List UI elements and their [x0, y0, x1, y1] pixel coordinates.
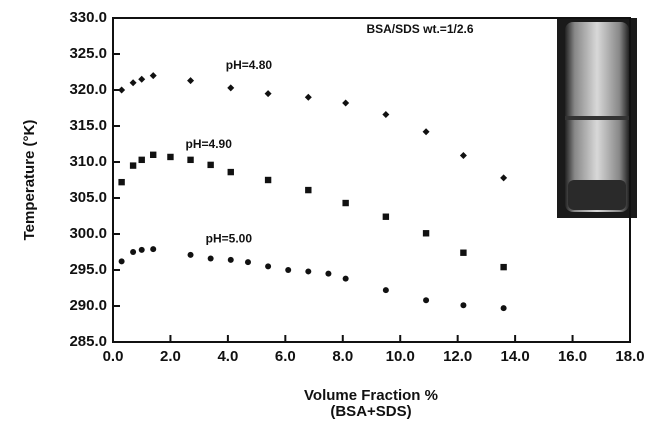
y-tick-label: 310.0	[69, 153, 107, 170]
point	[423, 297, 430, 304]
y-tick-label: 300.0	[69, 225, 107, 242]
point	[187, 251, 194, 258]
point	[207, 161, 214, 169]
point	[422, 128, 430, 136]
point	[264, 90, 272, 98]
x-axis-label: Volume Fraction %	[304, 387, 438, 404]
y-tick-label: 290.0	[69, 297, 107, 314]
x-tick-label: 8.0	[332, 348, 353, 365]
x-tick-label: 14.0	[501, 348, 530, 365]
point	[325, 270, 332, 277]
y-tick-label: 285.0	[69, 333, 107, 350]
x-tick-label: 4.0	[217, 348, 238, 365]
point	[382, 213, 390, 220]
point	[149, 72, 157, 80]
y-tick-label: 330.0	[69, 9, 107, 26]
point	[500, 305, 507, 312]
point	[500, 174, 508, 182]
y-tick-label: 320.0	[69, 81, 107, 98]
point	[422, 230, 430, 237]
point	[285, 267, 292, 273]
annotation: BSA/SDS wt.=1/2.6	[366, 22, 473, 36]
point	[227, 84, 235, 92]
point	[342, 275, 349, 282]
series-label: pH=4.80	[226, 58, 273, 72]
point	[227, 168, 234, 176]
point	[118, 258, 125, 265]
point	[227, 256, 234, 263]
y-axis-label: Temperature (°K)	[21, 120, 38, 241]
point	[129, 162, 137, 169]
point	[129, 79, 137, 87]
point	[118, 178, 125, 186]
x-tick-label: 10.0	[386, 348, 415, 365]
point	[305, 186, 312, 194]
series-label: pH=4.90	[186, 137, 233, 151]
point	[130, 249, 137, 255]
y-tick-label: 325.0	[69, 45, 107, 62]
inset-photo	[557, 18, 637, 218]
x-tick-label: 6.0	[275, 348, 296, 365]
x-tick-label: 16.0	[558, 348, 587, 365]
point	[460, 249, 467, 256]
point	[187, 77, 195, 85]
point	[187, 156, 194, 164]
point	[150, 246, 157, 253]
point	[382, 287, 389, 294]
point	[118, 86, 126, 94]
point	[138, 246, 145, 253]
x-tick-label: 0.0	[103, 348, 124, 365]
point	[382, 110, 390, 118]
point	[500, 263, 507, 271]
point	[265, 263, 272, 270]
y-tick-label: 305.0	[69, 189, 107, 206]
point	[264, 176, 272, 184]
x-tick-label: 18.0	[615, 348, 644, 365]
x-tick-label: 2.0	[160, 348, 181, 365]
point	[305, 268, 312, 275]
x-tick-label: 12.0	[443, 348, 472, 365]
point	[244, 259, 251, 266]
point	[138, 75, 146, 83]
point	[459, 152, 467, 160]
point	[342, 199, 349, 207]
series-label: pH=5.00	[206, 231, 253, 245]
y-tick-label: 315.0	[69, 117, 107, 134]
y-tick-label: 295.0	[69, 261, 107, 278]
point	[342, 99, 350, 107]
plot-frame	[112, 17, 631, 343]
point	[207, 255, 214, 262]
x-axis-label: (BSA+SDS)	[330, 403, 411, 420]
point	[150, 151, 157, 158]
point	[138, 156, 145, 164]
point	[304, 93, 312, 101]
point	[460, 302, 467, 309]
point	[167, 153, 174, 161]
